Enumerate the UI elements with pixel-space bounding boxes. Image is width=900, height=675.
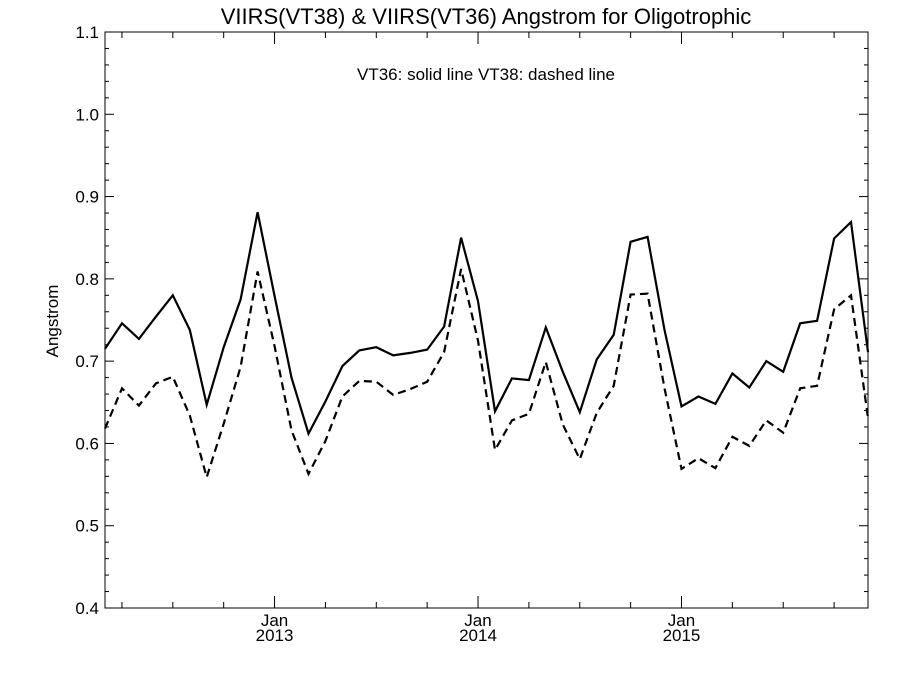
series-layer	[103, 211, 870, 482]
y-tick-label: 0.6	[75, 434, 99, 453]
y-tick-label: 1.0	[75, 105, 99, 124]
y-tick-label: 0.4	[75, 599, 99, 618]
y-tick-label: 1.1	[75, 23, 99, 42]
y-tick-label: 0.5	[75, 517, 99, 536]
x-tick-label-month: Jan	[464, 611, 491, 630]
chart-annotation: VT36: solid line VT38: dashed line	[357, 65, 615, 84]
y-tick-label: 0.7	[75, 352, 99, 371]
x-tick-label-month: Jan	[668, 611, 695, 630]
x-tick-label-year: 2014	[459, 626, 497, 645]
y-tick-label: 0.8	[75, 270, 99, 289]
chart-title: VIIRS(VT38) & VIIRS(VT36) Angstrom for O…	[221, 4, 752, 29]
x-tick-label-year: 2013	[256, 626, 294, 645]
ticks-layer: 0.40.50.60.70.80.91.01.1Jan2013Jan2014Ja…	[75, 23, 868, 645]
x-tick-label-year: 2015	[663, 626, 701, 645]
y-axis-label: Angstrom	[43, 285, 62, 358]
x-tick-label-month: Jan	[261, 611, 288, 630]
series-line-vt36	[104, 211, 870, 437]
plot-frame	[104, 31, 869, 609]
y-tick-label: 0.9	[75, 188, 99, 207]
series-line-vt38	[103, 268, 870, 482]
